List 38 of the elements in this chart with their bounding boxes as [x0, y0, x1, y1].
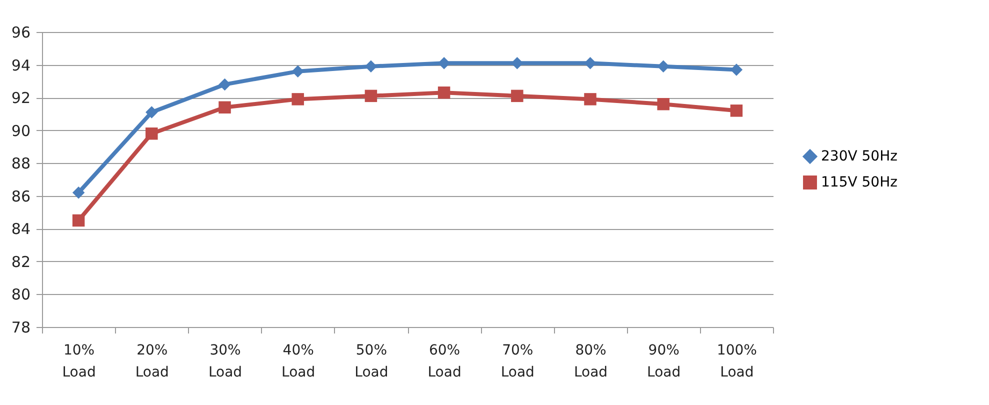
x-tick-label: 50% Load	[354, 342, 388, 380]
legend-label: 230V 50Hz	[821, 148, 898, 164]
y-tick-label: 94	[11, 56, 30, 74]
x-tick-label: 90% Load	[647, 342, 681, 380]
x-tick-label: 100% Load	[716, 342, 757, 380]
y-tick-label: 92	[11, 89, 30, 108]
x-tick-label: 60% Load	[428, 342, 462, 380]
point	[292, 93, 304, 106]
y-tick-label: 84	[11, 220, 30, 238]
x-tick-label: 70% Load	[500, 342, 534, 380]
y-tick-label: 82	[11, 252, 30, 271]
point	[292, 65, 304, 78]
point	[364, 90, 378, 102]
y-tick-label: 80	[11, 286, 30, 304]
point	[218, 101, 231, 114]
x-tick-label: 10% Load	[62, 342, 96, 380]
y-tick-label: 86	[11, 187, 30, 206]
point	[146, 127, 158, 140]
y-tick-label: 88	[11, 154, 30, 173]
y-tick-label: 90	[11, 122, 30, 140]
point	[730, 104, 743, 117]
point	[438, 86, 450, 99]
point	[218, 78, 231, 91]
point	[72, 186, 85, 199]
point	[584, 57, 596, 70]
point	[72, 214, 85, 227]
y-tick-label: 78	[11, 318, 30, 336]
point	[146, 106, 158, 118]
point	[584, 93, 596, 106]
x-tick-label: 40% Load	[282, 342, 316, 380]
point	[657, 98, 670, 110]
x-tick-label: 30% Load	[208, 342, 242, 380]
x-tick-label: 80% Load	[574, 342, 608, 380]
y-tick-label: 96	[11, 24, 30, 42]
legend-label: 115V 50Hz	[821, 174, 898, 190]
point	[657, 60, 670, 73]
x-tick-label: 20% Load	[135, 342, 169, 380]
point	[511, 90, 524, 102]
